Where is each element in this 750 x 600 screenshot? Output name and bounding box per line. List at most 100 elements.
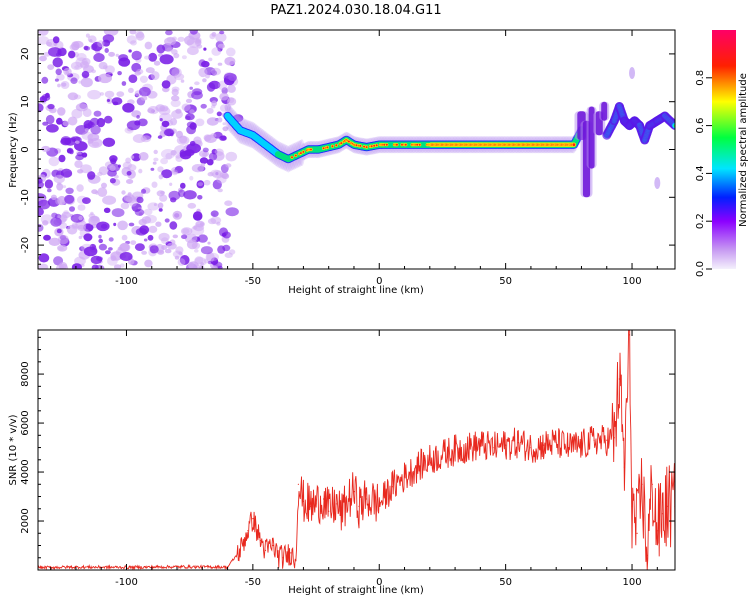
spectrogram-noise-blob [225, 163, 232, 168]
spectrogram-noise-blob [172, 36, 177, 41]
spectrogram-noise-blob [136, 68, 144, 75]
spectrogram-noise-blob [47, 64, 55, 70]
spectrogram-noise-blob [200, 246, 213, 255]
spectrogram-noise-blob [205, 74, 210, 79]
ridge-red [340, 142, 343, 145]
spectrogram-noise-blob [193, 224, 205, 232]
spectrogram-noise-blob [210, 67, 221, 76]
spectrogram-noise-blob [77, 204, 86, 211]
colorbar-tick-label: 0.6 [695, 118, 706, 134]
spectrogram-noise-blob [189, 30, 198, 35]
snr-background [38, 330, 675, 570]
spectrogram-noise-blob [155, 221, 162, 227]
spectrogram-noise-blob [134, 208, 145, 216]
spectrogram-noise-blob [159, 118, 163, 122]
snr-point [568, 447, 570, 449]
snr-point [247, 530, 249, 532]
spectrogram-noise-blob [165, 30, 173, 36]
spectrogram-noise-blob [153, 149, 158, 155]
spectrogram-noise-blob [129, 30, 137, 35]
snr-point [580, 444, 583, 446]
spectrogram-noise-blob [57, 107, 66, 116]
spectrogram-noise-blob [111, 208, 125, 218]
spectrogram-noise-blob [143, 238, 148, 242]
spectrogram-noise-blob [81, 57, 91, 66]
spectrogram-noise-blob [54, 78, 59, 82]
spectrogram-noise-blob [137, 118, 148, 127]
spectrogram-noise-blob [139, 75, 148, 84]
ridge-red [294, 154, 297, 157]
snr-point [403, 476, 406, 478]
spectrogram-noise-blob [75, 57, 88, 68]
ridge-red [383, 143, 386, 146]
spectrogram-noise-blob [178, 189, 186, 198]
spectrogram-noise-blob [59, 263, 69, 269]
spectrogram-noise-blob [118, 54, 129, 62]
spectrogram-noise-blob [148, 225, 158, 233]
snr-point [378, 503, 380, 505]
spectrogram-noise-blob [153, 203, 157, 207]
spectrogram-noise-blob [65, 187, 74, 194]
spectrogram-y-tick-label: -10 [20, 189, 31, 205]
spectrogram-noise-blob [199, 157, 209, 164]
ridge-red [302, 150, 305, 153]
spectrogram-noise-blob [119, 252, 133, 261]
snr-point [290, 552, 292, 554]
snr-point [631, 505, 633, 507]
spectrogram-noise-blob [222, 244, 231, 252]
snr-point [264, 549, 267, 552]
spectrogram-noise-blob [41, 76, 49, 84]
snr-point [302, 500, 304, 502]
spectrogram-noise-blob [219, 104, 229, 112]
snr-x-ticks: -100 -50 0 50 100 [50, 330, 658, 588]
spectrogram-noise-blob [148, 52, 158, 62]
spectrogram-noise-blob [39, 55, 47, 62]
spectrogram-noise-blob [206, 252, 219, 262]
spectrogram-noise-blob [121, 234, 128, 241]
spectrogram-noise-blob [93, 53, 105, 62]
spectrogram-noise-blob [216, 111, 222, 117]
spectrogram-noise-blob [189, 86, 193, 90]
spectrogram-y-tick-label: 20 [20, 48, 31, 61]
spectrogram-noise-blob [171, 88, 179, 96]
spectrogram-noise-blob [60, 168, 73, 178]
spectrogram-noise-blob [169, 182, 173, 186]
spectrogram-noise-blob [153, 60, 161, 66]
spectrogram-noise-blob [174, 255, 180, 260]
spectrogram-x-axis-label: Height of straight line (km) [288, 285, 424, 296]
spectrogram-noise-blob [206, 107, 214, 114]
spectrogram-noise-blob [50, 194, 57, 200]
spectrogram-noise-blob [109, 178, 116, 184]
ridge-red [326, 146, 329, 149]
spectrogram-noise-region [38, 30, 244, 269]
spectrogram-noise-blob [128, 222, 135, 227]
spectrogram-noise-blob [225, 151, 238, 162]
spectrogram-noise-blob [119, 263, 125, 268]
spectrogram-noise-blob [172, 234, 178, 239]
spectrogram-noise-blob [83, 233, 93, 242]
spectrogram-noise-blob [203, 134, 212, 142]
snr-point [416, 466, 418, 468]
spectrogram-noise-blob [38, 253, 50, 263]
spectrogram-y-axis-label: Frequency (Hz) [8, 112, 19, 188]
spectrogram-noise-blob [202, 152, 208, 157]
spectrogram-noise-blob [165, 152, 173, 160]
snr-y-tick-label: 2000 [20, 508, 31, 533]
colorbar-tick-label: 0.8 [695, 70, 706, 86]
spectrogram-noise-blob [110, 255, 117, 261]
snr-point [335, 503, 337, 505]
spectrogram-noise-blob [217, 265, 223, 269]
snr-y-ticks: 2000 4000 6000 8000 [20, 336, 675, 571]
spectrogram-ridge [223, 102, 586, 173]
spectrogram-noise-blob [184, 233, 198, 244]
snr-point [366, 498, 368, 500]
spectrogram-noise-blob [224, 103, 232, 112]
spectrogram-noise-blob [152, 161, 157, 165]
late-isolated-blob [654, 176, 661, 189]
colorbar-ticks: 0.0 0.2 0.4 0.6 0.8 [695, 70, 712, 277]
spectrogram-noise-blob [172, 210, 183, 220]
spectrogram-noise-blob [180, 79, 185, 83]
spectrogram-noise-blob [113, 222, 117, 227]
spectrogram-noise-blob [144, 41, 153, 50]
snr-panel: -100 -50 0 50 100 2000 4000 6000 8000 Height of… [8, 329, 676, 596]
